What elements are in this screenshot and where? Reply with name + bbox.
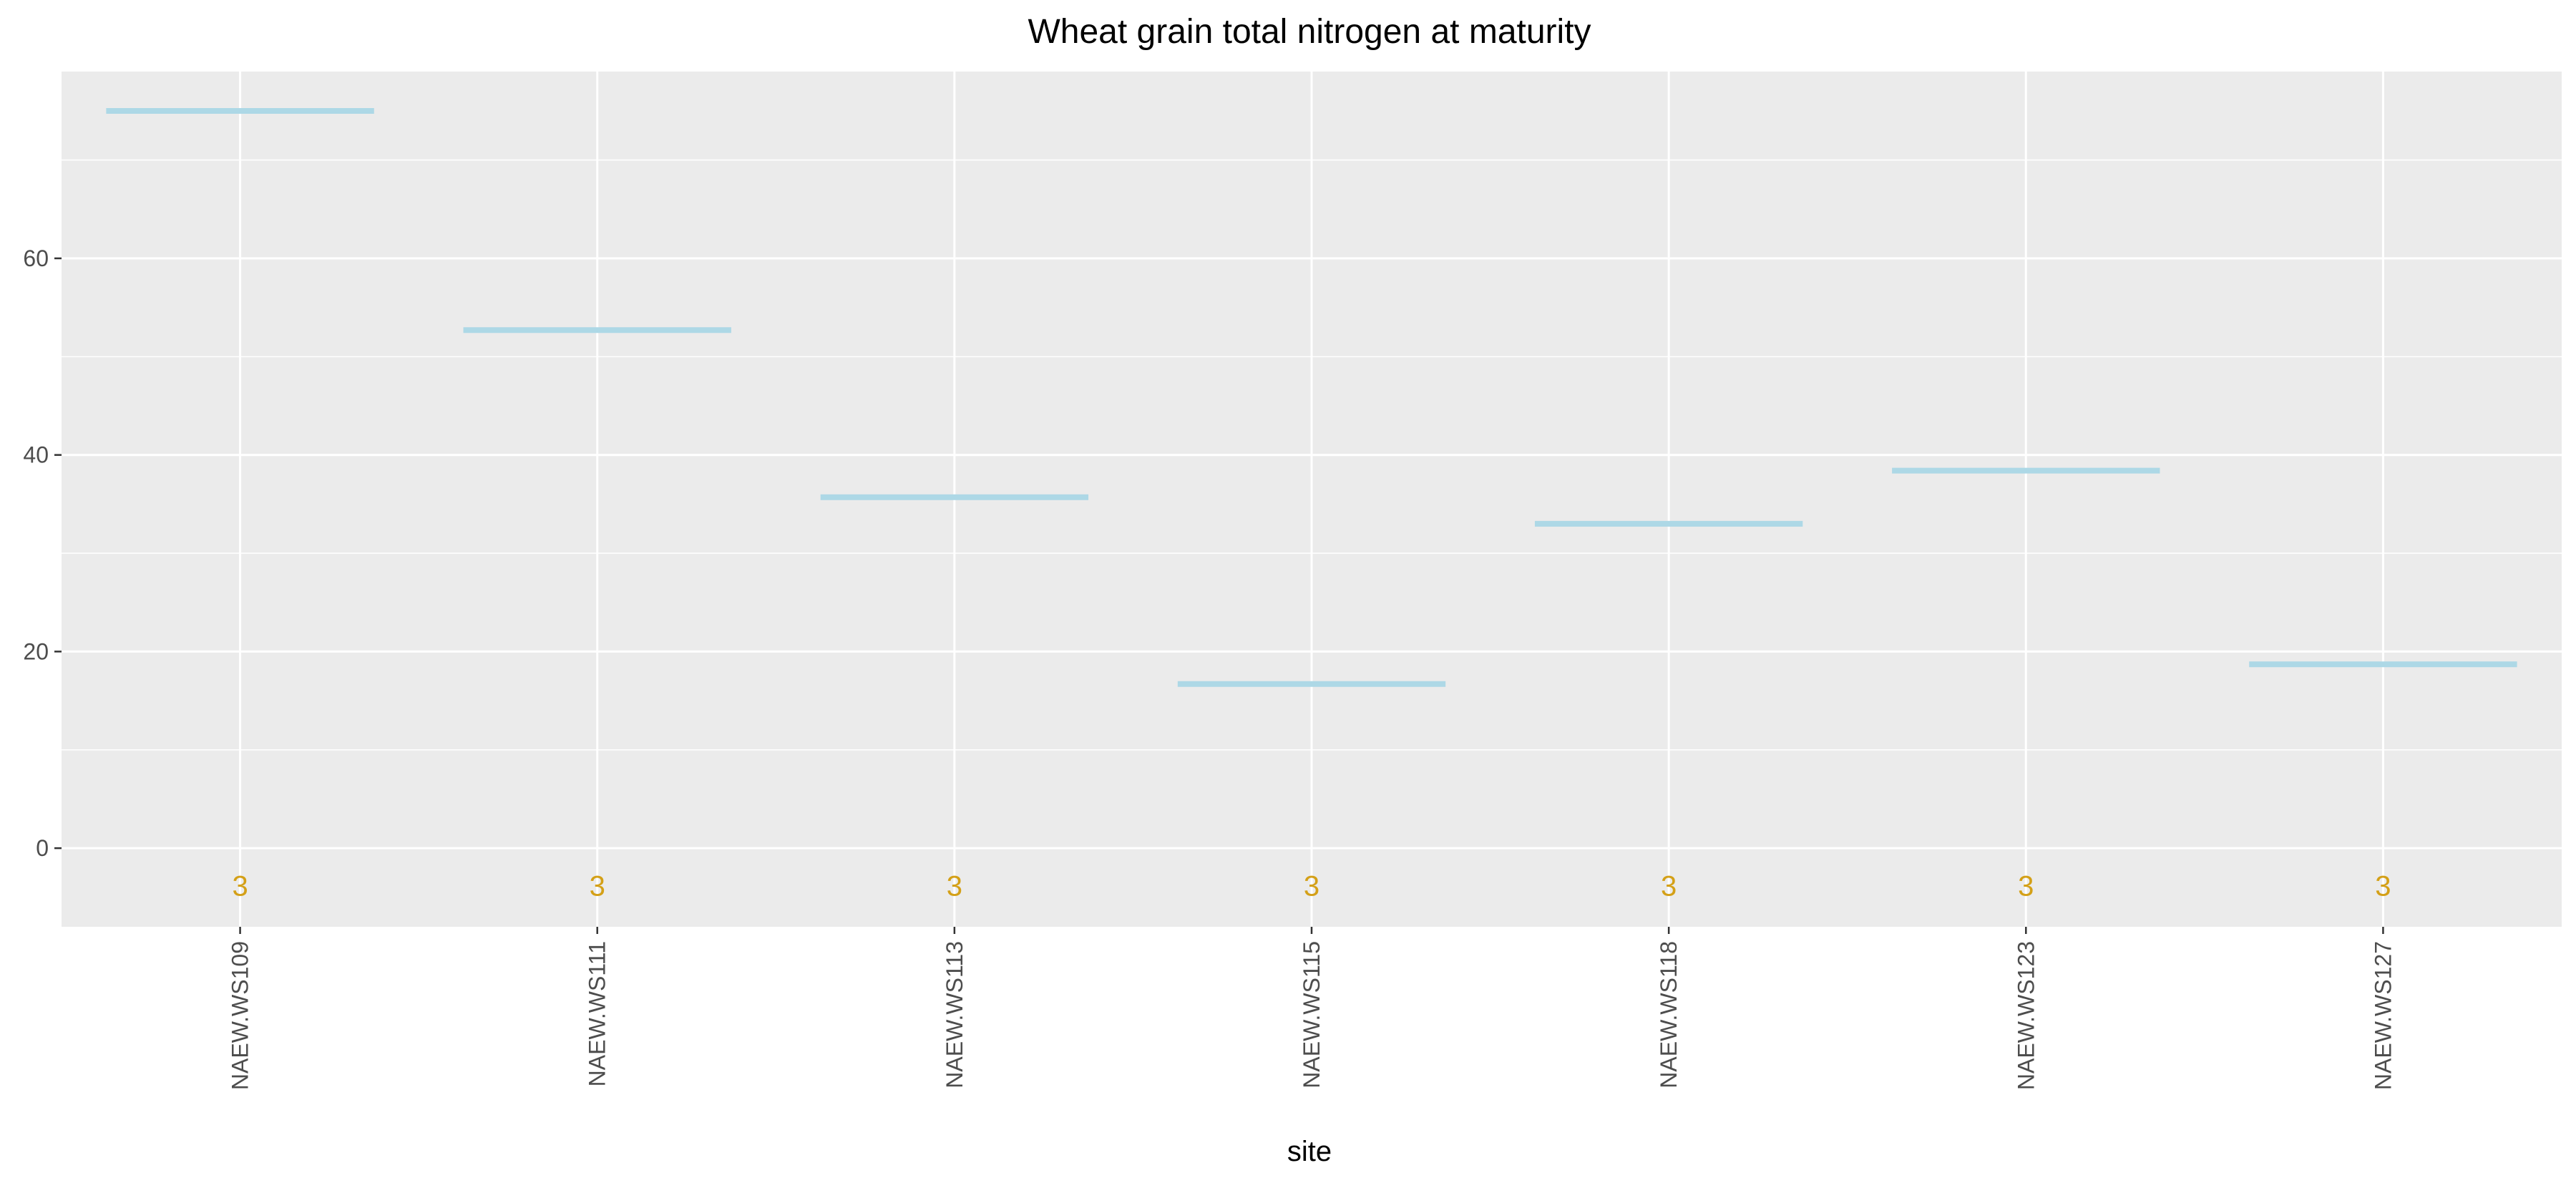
count-label: 3 — [2018, 870, 2034, 902]
x-tick-label: NAEW.WS113 — [942, 941, 967, 1089]
count-label: 3 — [947, 870, 962, 902]
chart-marks: 3 3 3 3 3 3 3 — [106, 107, 2517, 902]
count-label: 3 — [590, 870, 605, 902]
axes: 0 20 40 60 NAEW.WS109 NAEW.WS111 NAEW.WS113 NAE… — [23, 245, 2396, 1090]
x-axis-title: site — [1287, 1136, 1332, 1167]
chart-title: Wheat grain total nitrogen at maturity — [1028, 13, 1591, 51]
x-tick-label: NAEW.WS123 — [2013, 941, 2039, 1090]
count-label: 3 — [1661, 870, 1677, 902]
x-tick-label: NAEW.WS127 — [2370, 941, 2396, 1090]
x-tick-label: NAEW.WS111 — [585, 941, 610, 1086]
y-tick-label: 20 — [23, 638, 49, 664]
count-label: 3 — [2375, 870, 2391, 902]
count-label: 3 — [232, 870, 248, 902]
y-tick-label: 60 — [23, 245, 49, 271]
x-tick-label: NAEW.WS115 — [1299, 941, 1324, 1089]
count-label: 3 — [1304, 870, 1319, 902]
x-tick-label: NAEW.WS118 — [1656, 941, 1682, 1089]
y-tick-label: 0 — [36, 835, 49, 861]
x-tick-label: NAEW.WS109 — [228, 941, 253, 1090]
y-tick-label: 40 — [23, 442, 49, 468]
